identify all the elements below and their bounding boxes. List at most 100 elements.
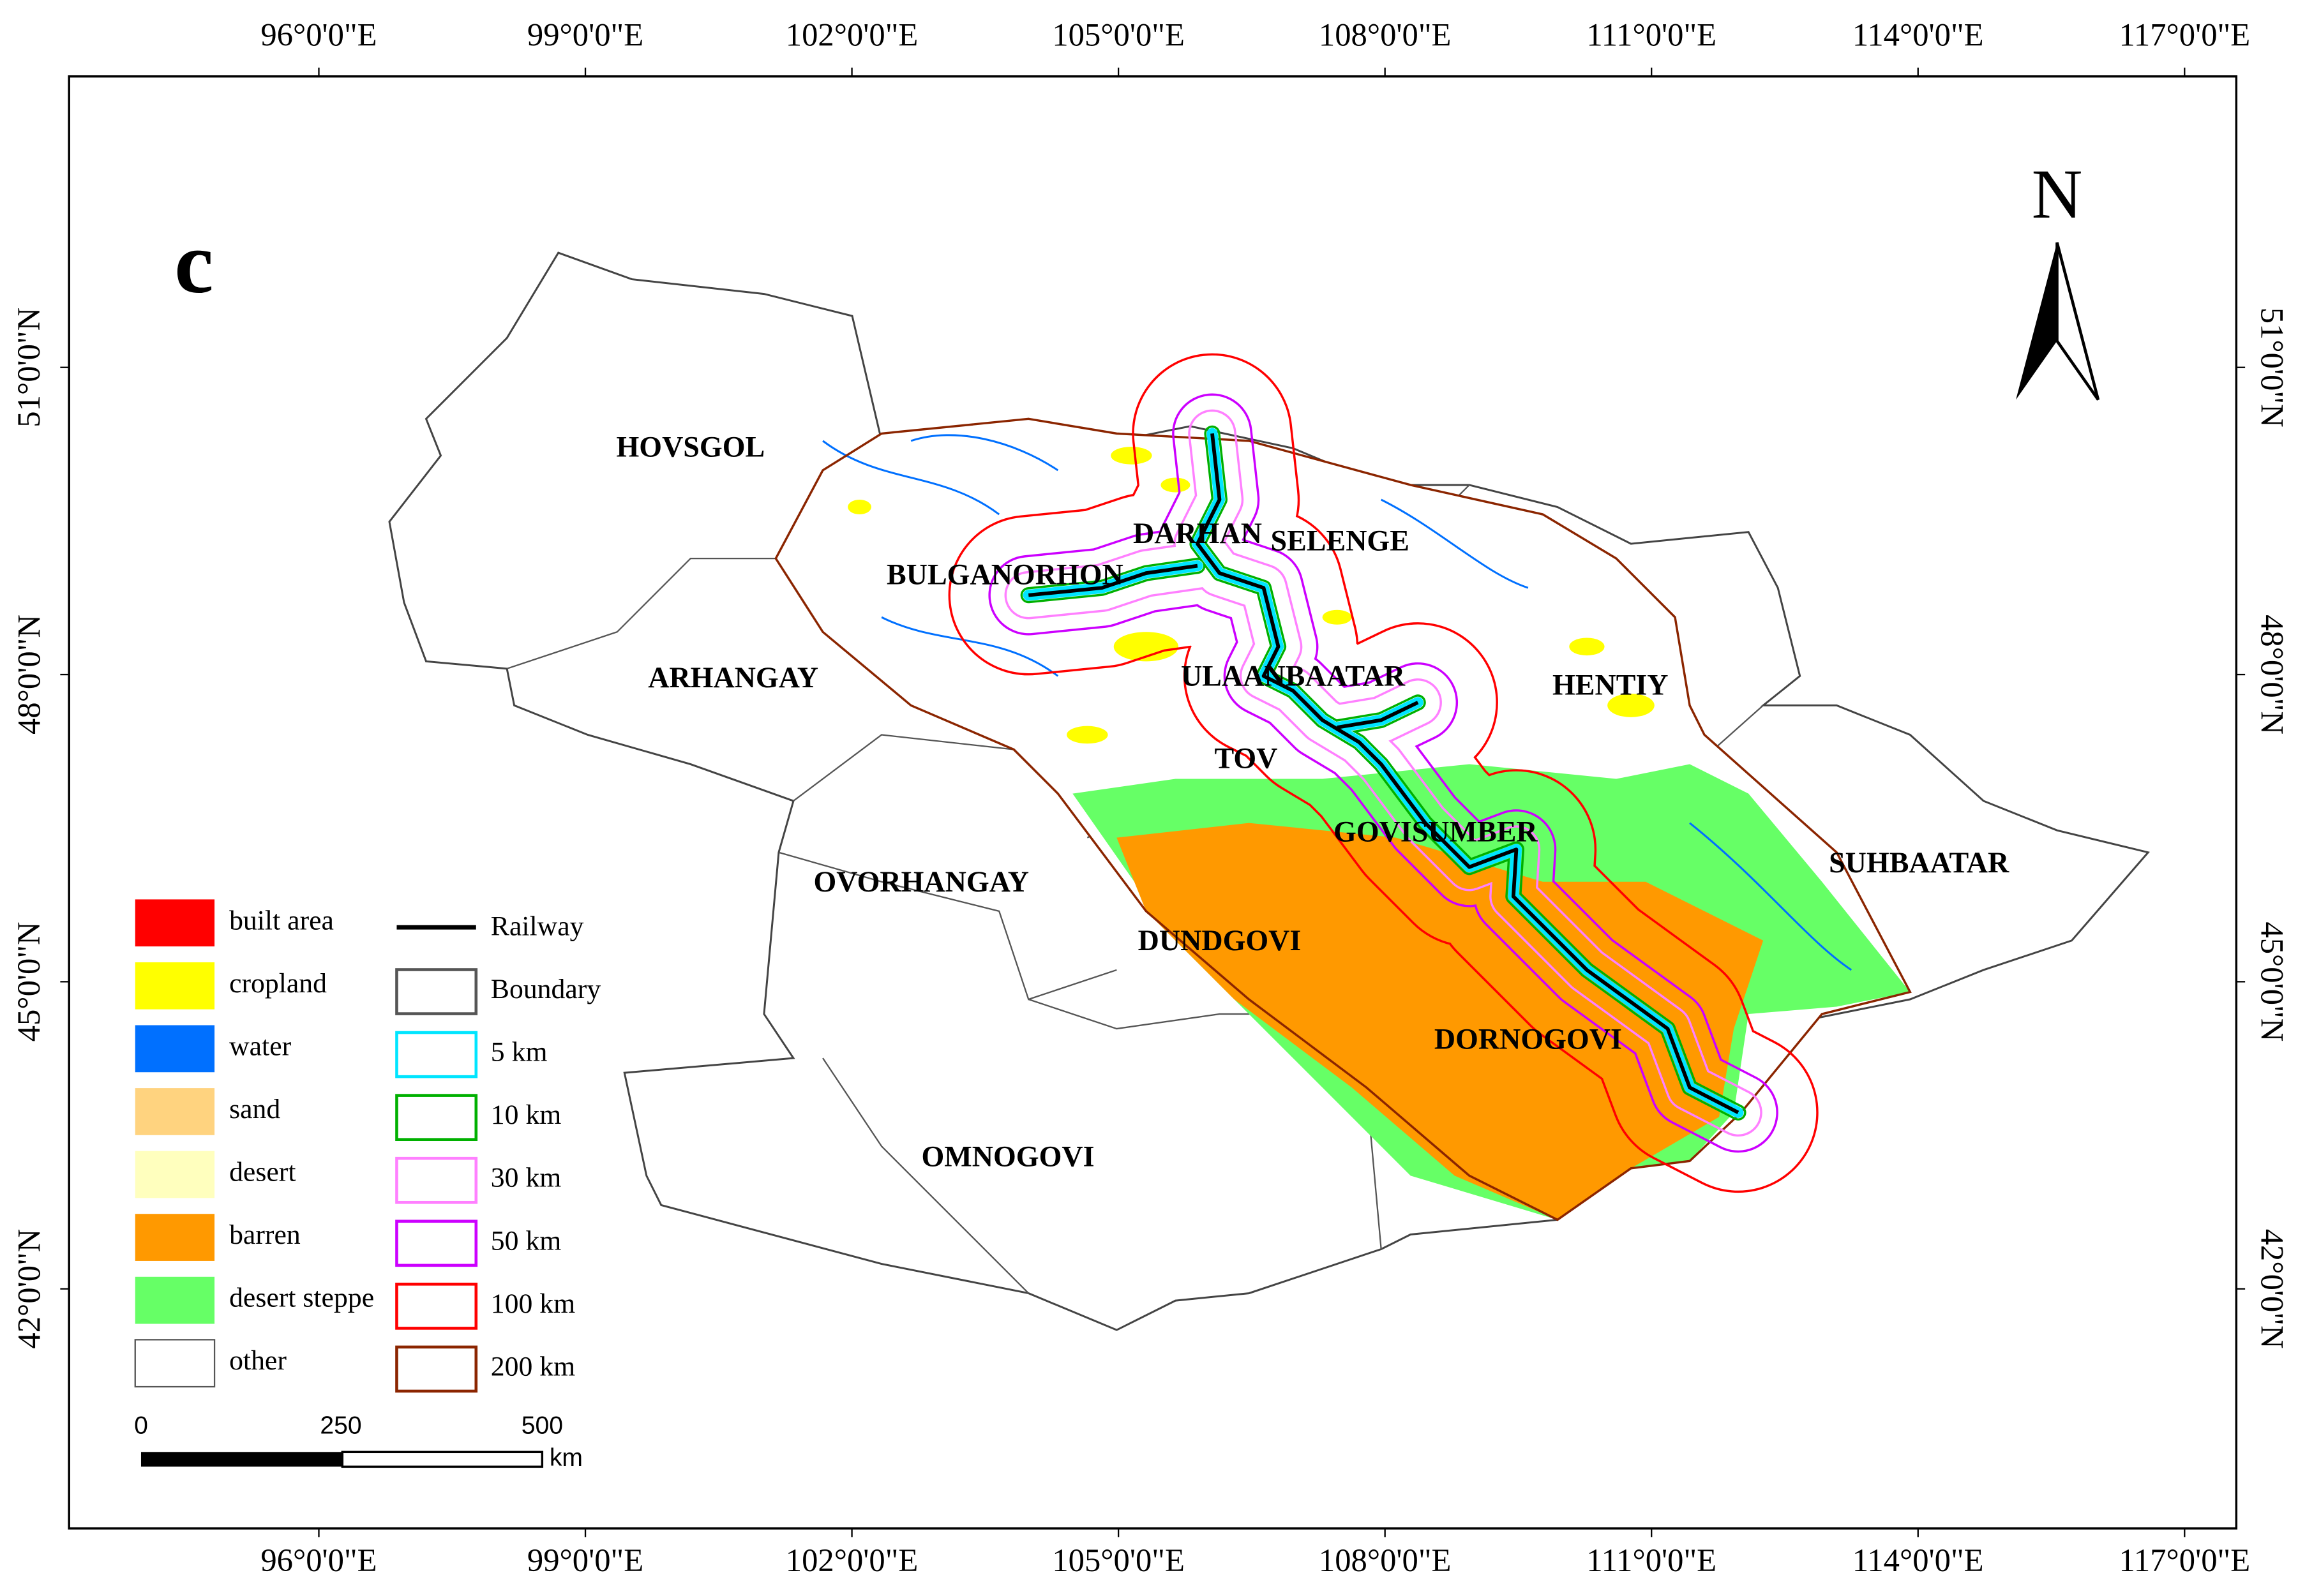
- longitude-label-top: 108°0'0"E: [1319, 17, 1452, 52]
- longitude-label-bottom: 108°0'0"E: [1319, 1542, 1452, 1578]
- region-label: SELENGE: [1271, 525, 1409, 557]
- legend-swatch: [135, 1276, 215, 1324]
- region-label: DARHAN: [1133, 517, 1262, 549]
- boundary-line: [822, 1057, 1030, 1294]
- region-label: BULGANORHON: [887, 558, 1123, 591]
- cropland-patch: [1607, 693, 1655, 717]
- river: [1689, 822, 1852, 971]
- legend-swatch: [135, 1088, 215, 1135]
- longitude-label-top: 96°0'0"E: [260, 17, 377, 52]
- longitude-label-top: 105°0'0"E: [1052, 17, 1185, 52]
- legend-swatch: [395, 1094, 478, 1142]
- north-label: N: [2032, 155, 2083, 233]
- scale-label: 0: [134, 1412, 148, 1439]
- longitude-label-bottom: 96°0'0"E: [260, 1542, 377, 1578]
- region-label: TOV: [1214, 742, 1277, 774]
- latitude-label-right: 45°0'0"N: [2254, 921, 2290, 1041]
- longitude-label-bottom: 99°0'0"E: [527, 1542, 643, 1578]
- legend-swatch: [135, 1151, 215, 1198]
- legend-label: 100 km: [491, 1288, 575, 1319]
- legend-label: water: [229, 1031, 292, 1061]
- legend-swatch: [135, 962, 215, 1010]
- latitude-label-left: 45°0'0"N: [11, 921, 47, 1041]
- arrow-left: [2016, 242, 2057, 400]
- legend: built area cropland water sand desert barren d…: [134, 899, 601, 1393]
- longitude-label-bottom: 114°0'0"E: [1852, 1542, 1984, 1578]
- legend-swatch: [135, 1025, 215, 1073]
- legend-label: Boundary: [491, 974, 601, 1004]
- legend-swatch: [134, 1339, 216, 1388]
- legend-swatch: [395, 1283, 478, 1330]
- legend-label: desert steppe: [229, 1283, 374, 1313]
- region-labels: HOVSGOL BULGANORHON DARHAN SELENGE ARHANGAY U…: [616, 430, 2009, 1172]
- legend-label: desert: [229, 1157, 296, 1188]
- longitude-label-top: 114°0'0"E: [1852, 17, 1984, 52]
- cropland-patch: [1569, 638, 1605, 656]
- scale-bar: 0 250 500 km: [134, 1412, 583, 1472]
- arrow-right: [2055, 242, 2100, 401]
- river: [1381, 498, 1529, 589]
- legend-label: other: [229, 1345, 287, 1376]
- region-label: HOVSGOL: [616, 430, 765, 463]
- latitude-label-left: 48°0'0"N: [11, 615, 47, 735]
- legend-label: sand: [229, 1094, 280, 1124]
- longitude-label-bottom: 111°0'0"E: [1586, 1542, 1716, 1578]
- buffers: [948, 353, 1819, 1193]
- panel-label: c: [174, 214, 213, 311]
- legend-label: 5 km: [491, 1037, 548, 1068]
- longitude-label-top: 117°0'0"E: [2119, 17, 2250, 52]
- latitude-label-left: 42°0'0"N: [11, 1229, 47, 1349]
- region-label: OMNOGOVI: [922, 1140, 1095, 1173]
- legend-label: cropland: [229, 968, 327, 999]
- legend-label: 10 km: [491, 1100, 562, 1130]
- region-label: DUNDGOVI: [1138, 924, 1302, 957]
- scale-label: 500: [522, 1412, 563, 1439]
- legend-label: barren: [229, 1219, 301, 1250]
- region-label: SUHBAATAR: [1829, 846, 2009, 879]
- legend-label: Railway: [491, 911, 584, 941]
- legend-swatch: [135, 899, 215, 947]
- longitude-label-bottom: 102°0'0"E: [786, 1542, 919, 1578]
- legend-label: built area: [229, 905, 334, 936]
- region-label: ARHANGAY: [648, 661, 818, 694]
- scale-label: 250: [320, 1412, 361, 1439]
- map-layers: [388, 251, 2150, 1331]
- legend-swatch: [395, 968, 478, 1015]
- scale-unit: km: [550, 1444, 583, 1472]
- north-arrow: N: [2016, 155, 2100, 401]
- region-label: DORNOGOVI: [1434, 1022, 1622, 1055]
- longitude-label-bottom: 117°0'0"E: [2119, 1542, 2250, 1578]
- cropland-patch: [1067, 726, 1108, 744]
- river: [910, 434, 1059, 472]
- legend-label: 30 km: [491, 1163, 562, 1193]
- region-label: HENTIY: [1552, 668, 1669, 701]
- region-label: OVORHANGAY: [813, 865, 1028, 898]
- legend-label: 50 km: [491, 1225, 562, 1256]
- legend-label: 200 km: [491, 1351, 575, 1382]
- legend-swatch: [395, 1345, 478, 1393]
- boundary-line: [506, 557, 779, 669]
- legend-swatch: [395, 1031, 478, 1078]
- legend-swatch: [395, 1219, 478, 1267]
- region-label: GOVISUMBER: [1333, 816, 1538, 848]
- longitude-label-bottom: 105°0'0"E: [1052, 1542, 1185, 1578]
- scale-segment: [341, 1451, 544, 1468]
- boundary-line: [778, 851, 1117, 1001]
- longitude-label-top: 99°0'0"E: [527, 17, 643, 52]
- legend-swatch: [135, 1214, 215, 1261]
- legend-swatch: [395, 1156, 478, 1204]
- latitude-label-right: 42°0'0"N: [2254, 1229, 2290, 1349]
- latitude-label-left: 51°0'0"N: [11, 308, 47, 428]
- cropland-patch: [848, 500, 871, 515]
- longitude-label-top: 102°0'0"E: [786, 17, 919, 52]
- railway: [1028, 433, 1739, 1114]
- map-frame: [68, 75, 2238, 1530]
- latitude-label-right: 48°0'0"N: [2254, 615, 2290, 735]
- latitude-label-right: 51°0'0"N: [2254, 308, 2290, 428]
- region-label: ULAANBAATAR: [1181, 660, 1406, 692]
- longitude-label-top: 111°0'0"E: [1586, 17, 1716, 52]
- scale-segment: [140, 1452, 343, 1467]
- graticule-labels: 96°0'0"E 96°0'0"E 99°0'0"E 99°0'0"E 102°0'0"…: [11, 17, 2290, 1577]
